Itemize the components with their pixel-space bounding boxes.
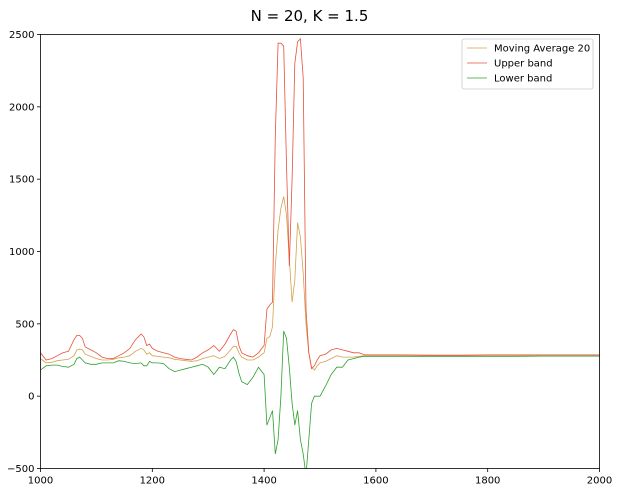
y-tick-label: 2000 bbox=[9, 102, 34, 113]
x-tick-label: 1000 bbox=[28, 476, 53, 487]
y-tick-label: 0 bbox=[28, 392, 34, 403]
x-tick-label: 1200 bbox=[140, 476, 165, 487]
x-tick-label: 1400 bbox=[251, 476, 276, 487]
x-tick-label: 1800 bbox=[475, 476, 500, 487]
legend-label-0: Moving Average 20 bbox=[494, 44, 590, 55]
y-axis: −500 0 500 1000 1500 2000 2500 bbox=[7, 30, 41, 475]
y-tick-label: 2500 bbox=[9, 30, 34, 41]
y-tick-label: 1000 bbox=[9, 247, 34, 258]
legend-box bbox=[461, 38, 594, 90]
series-layer bbox=[40, 37, 600, 469]
x-axis: 1000 1200 1400 1600 1800 2000 bbox=[28, 468, 612, 487]
y-tick-label: 1500 bbox=[9, 175, 34, 186]
plot-frame bbox=[40, 34, 600, 469]
series-line-1 bbox=[40, 37, 600, 370]
legend-label-1: Upper band bbox=[494, 59, 553, 70]
series-line-2 bbox=[40, 330, 600, 469]
legend-label-2: Lower band bbox=[494, 74, 552, 85]
legend: Moving Average 20 Upper band Lower band bbox=[461, 38, 594, 90]
y-tick-label: 500 bbox=[15, 319, 34, 330]
series-line-0 bbox=[40, 196, 600, 371]
x-tick-label: 2000 bbox=[587, 476, 612, 487]
x-tick-label: 1600 bbox=[363, 476, 388, 487]
chart-title: N = 20, K = 1.5 bbox=[251, 7, 369, 25]
y-tick-label: −500 bbox=[7, 464, 34, 475]
